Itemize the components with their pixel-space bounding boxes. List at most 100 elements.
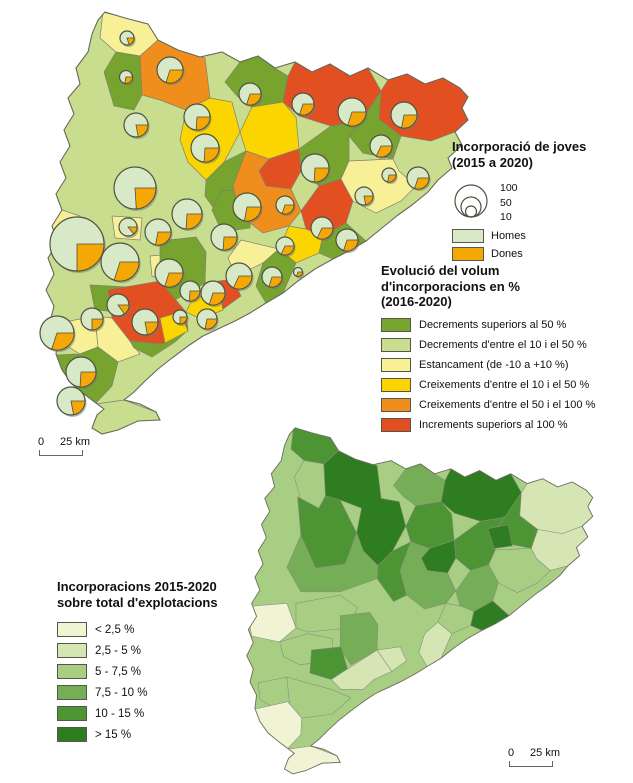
pie-chart	[232, 192, 263, 223]
pie-chart	[337, 97, 368, 128]
pie-chart	[65, 356, 98, 389]
pie-chart	[335, 228, 360, 253]
pie-dones-slice	[127, 226, 138, 235]
pie-dones-slice	[185, 213, 203, 230]
pie-dones-slice	[188, 290, 201, 302]
pie-dones-slice	[134, 187, 157, 210]
pie-chart	[113, 166, 158, 211]
map-region	[91, 399, 161, 434]
legend-item: Decrements d'entre el 10 i el 50 %	[381, 337, 633, 352]
legend-label: < 2,5 %	[95, 623, 135, 636]
legend-swatch	[57, 643, 87, 659]
pie-chart	[119, 30, 136, 47]
pie-dones-slice	[316, 227, 334, 240]
legend-item: Estancament (de -10 a +10 %)	[381, 357, 633, 372]
pie-dones-slice	[76, 243, 105, 272]
pie-dones-slice	[51, 332, 75, 351]
map-region	[487, 524, 513, 549]
legend-swatch	[381, 417, 411, 432]
pie-chart	[292, 266, 305, 279]
pie-dones-slice	[363, 195, 374, 206]
circle-value-labels: 100 50 10	[500, 174, 518, 225]
legend-swatch	[57, 622, 87, 638]
pie-chart	[49, 216, 106, 273]
pie-chart	[156, 56, 185, 85]
pie-chart	[291, 92, 316, 117]
legend-item: Creixements d'entre el 50 i el 100 %	[381, 397, 633, 412]
pie-dones-slice	[144, 321, 159, 336]
legend-label: 5 - 7,5 %	[95, 665, 142, 678]
legend-swatch	[57, 727, 87, 743]
map-region	[129, 329, 189, 358]
map-regions	[246, 427, 593, 774]
legend-label: 10 - 15 %	[95, 707, 145, 720]
scalebar-distance: 25 km	[60, 436, 90, 448]
pie-dones-slice	[208, 292, 226, 306]
legend-evolucio-volum: Evolució del volum d'incorporacions en %…	[381, 263, 633, 438]
legend-item: 5 - 7,5 %	[57, 664, 267, 680]
legend-incorporacio-joves: Incorporació de joves (2015 a 2020) 100 …	[452, 139, 630, 261]
legend-label: Estancament (de -10 a +10 %)	[419, 358, 569, 371]
legend-swatch	[381, 337, 411, 352]
pie-dones-slice	[296, 271, 303, 277]
legend-label-homes: Homes	[491, 229, 526, 242]
pie-chart	[56, 386, 87, 417]
pie-chart	[406, 166, 431, 191]
pie-chart	[123, 112, 150, 139]
legend-item: 7,5 - 10 %	[57, 685, 267, 701]
legend-label: > 15 %	[95, 728, 132, 741]
legend-item: Creixements d'entre el 10 i el 50 %	[381, 377, 633, 392]
pie-dones-slice	[91, 318, 104, 331]
pie-dones-slice	[79, 371, 97, 388]
pie-dones-slice	[195, 116, 211, 131]
pie-chart	[131, 308, 160, 337]
legend-item-dones: Dones	[452, 246, 630, 261]
pie-dones-slice	[281, 204, 295, 215]
proportional-circles-legend: 100 50 10	[452, 174, 630, 225]
legend-label: 2,5 - 5 %	[95, 644, 142, 657]
legend-title: Incorporacions 2015-2020 sobre total d'e…	[57, 579, 218, 610]
pie-dones-slice	[313, 167, 330, 183]
legend-label: 7,5 - 10 %	[95, 686, 148, 699]
pie-chart	[80, 307, 105, 332]
pie-chart	[171, 198, 204, 231]
pie-chart	[390, 101, 419, 130]
legend-swatch	[57, 685, 87, 701]
pie-chart	[183, 103, 212, 132]
legend-label: Creixements d'entre el 10 i el 50 %	[419, 378, 590, 391]
legend-swatch-homes	[452, 228, 484, 243]
circle-value-100: 100	[500, 182, 518, 195]
pie-chart	[39, 315, 76, 352]
pie-dones-slice	[232, 275, 253, 290]
pie-dones-slice	[246, 93, 262, 106]
circle-value-10: 10	[500, 211, 512, 224]
legend-label: Increments superiors al 100 %	[419, 418, 568, 431]
map-outline	[45, 11, 469, 435]
legend-item: > 15 %	[57, 727, 267, 743]
pie-chart	[310, 216, 335, 241]
pie-chart	[179, 280, 202, 303]
pie-dones-slice	[222, 236, 238, 251]
legend-incorporacions-share: Incorporacions 2015-2020 sobre total d'e…	[57, 579, 267, 748]
pie-chart	[354, 186, 375, 207]
bottom-map-share-choropleth	[246, 427, 594, 775]
pie-dones-slice	[401, 114, 418, 129]
circle-value-50: 50	[500, 196, 512, 209]
legend-label: Decrements superiors al 50 %	[419, 318, 567, 331]
legend-title: Incorporació de joves (2015 a 2020)	[452, 139, 587, 170]
scalebar-zero: 0	[38, 436, 45, 448]
pie-dones-slice	[414, 177, 430, 190]
scalebar-line	[39, 450, 83, 456]
scalebar-bottom: 0 25 km	[508, 747, 560, 767]
pie-dones-slice	[387, 174, 397, 183]
top-map-evolution-choropleth	[39, 11, 469, 435]
pie-chart	[261, 266, 284, 289]
legend-label-dones: Dones	[491, 247, 523, 260]
legend-swatch	[381, 377, 411, 392]
pie-chart	[225, 262, 254, 291]
scalebar-zero: 0	[508, 747, 515, 759]
legend-title: Evolució del volum d'incorporacions en %…	[381, 263, 520, 310]
pie-dones-slice	[299, 103, 315, 116]
